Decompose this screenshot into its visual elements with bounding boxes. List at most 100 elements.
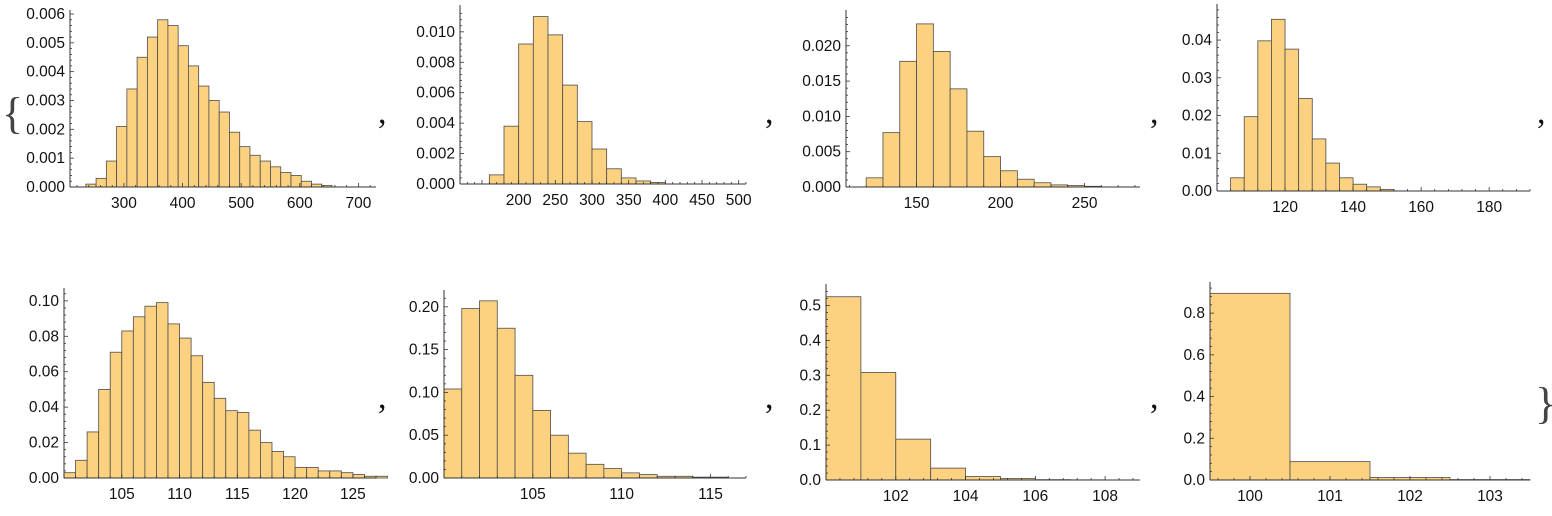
histogram-bar	[496, 327, 516, 479]
y-tick-label: 0.00	[1182, 183, 1213, 200]
y-tick-label: 0.2	[1183, 430, 1205, 447]
histogram-bar	[248, 429, 261, 479]
x-tick-label: 106	[1022, 488, 1048, 505]
histogram-bar	[1271, 18, 1286, 192]
x-tick-label: 200	[988, 195, 1014, 212]
histogram-bar	[1366, 186, 1381, 192]
x-tick-label: 600	[287, 195, 313, 212]
histogram-bar	[1257, 40, 1272, 192]
y-tick-label: 0.01	[1182, 145, 1212, 162]
histogram-panel-8: 0.0 0.2 0.4 0.6 0.8 100 101 102 103	[1183, 282, 1531, 505]
histogram-bar	[639, 474, 658, 479]
histogram-bar	[621, 472, 640, 479]
x-tick-label: 102	[883, 488, 909, 505]
histogram-bar	[930, 467, 966, 481]
y-tick-label: 0.005	[802, 144, 841, 161]
x-tick-label: 150	[904, 195, 930, 212]
histogram-bar	[75, 459, 88, 479]
x-tick-label: 115	[698, 486, 723, 503]
histogram-bar	[547, 34, 564, 185]
histogram-bar	[966, 130, 985, 188]
y-tick-label: 0.2	[799, 402, 821, 419]
x-tick-label: 200	[506, 192, 532, 209]
histogram-bar	[567, 452, 587, 479]
histogram-bar	[825, 296, 862, 481]
histogram-bar	[229, 131, 241, 188]
x-tick-label: 140	[1340, 199, 1366, 216]
histogram-bar	[146, 36, 159, 188]
x-tick-label: 120	[282, 486, 308, 503]
histogram-bar	[280, 172, 292, 188]
x-tick-label: 500	[726, 192, 752, 209]
histogram-bar	[270, 166, 282, 188]
histogram-bar	[208, 100, 220, 188]
histogram-bar	[317, 470, 331, 479]
y-tick-label: 0.00	[409, 470, 440, 487]
histogram-bar	[167, 25, 179, 188]
histogram-bar	[225, 410, 238, 479]
histogram-bar	[899, 60, 917, 188]
x-tick-label: 101	[1317, 488, 1343, 505]
y-tick-label: 0.3	[799, 367, 821, 384]
histogram-bar	[260, 442, 273, 479]
x-tick-label: 400	[170, 195, 196, 212]
histogram-bar	[98, 389, 111, 479]
histogram-bar	[249, 154, 261, 188]
histogram-bar	[1325, 162, 1340, 192]
histogram-bar	[514, 374, 534, 479]
histogram-bar	[157, 19, 169, 188]
histogram-bar	[198, 85, 210, 188]
y-tick-label: 0.000	[802, 179, 841, 196]
histogram-bar	[86, 431, 100, 479]
comma-separator-6: ,	[765, 379, 774, 416]
x-tick-label: 350	[616, 192, 642, 209]
histogram-bar	[218, 111, 230, 188]
y-tick-label: 0.003	[26, 93, 65, 110]
y-tick-label: 0.4	[799, 332, 821, 349]
open-brace: {	[2, 89, 23, 138]
y-tick-label: 0.006	[416, 85, 455, 102]
comma-separator-2: ,	[765, 94, 774, 131]
y-tick-label: 0.002	[416, 146, 455, 163]
histogram-bar	[126, 88, 138, 188]
x-tick-label: 104	[953, 488, 979, 505]
y-tick-label: 0.002	[26, 121, 65, 138]
histogram-bar	[518, 43, 534, 185]
histogram-bar	[121, 330, 134, 479]
histogram-bar	[1000, 170, 1018, 188]
x-tick-label: 105	[109, 486, 135, 503]
histogram-bar	[865, 177, 884, 188]
y-tick-label: 0.10	[29, 293, 60, 310]
histogram-bar	[882, 132, 901, 188]
y-tick-label: 0.1	[799, 437, 821, 454]
histogram-bar	[375, 475, 388, 479]
y-tick-label: 0.03	[1182, 70, 1212, 87]
x-tick-label: 250	[1072, 195, 1098, 212]
histogram-bar	[167, 323, 180, 479]
y-tick-label: 0.02	[29, 435, 59, 452]
x-tick-label: 108	[1092, 488, 1118, 505]
y-tick-label: 0.02	[1182, 108, 1212, 125]
histogram-bar	[190, 355, 204, 479]
y-tick-label: 0.010	[416, 24, 455, 41]
histogram-bar	[116, 126, 128, 188]
y-tick-label: 0.5	[799, 297, 821, 314]
x-tick-label: 125	[340, 486, 366, 503]
histogram-bar	[136, 56, 148, 188]
histogram-bar	[144, 305, 157, 479]
histogram-bar	[352, 474, 365, 479]
histogram-bar	[179, 337, 192, 479]
x-tick-label: 115	[225, 486, 250, 503]
histogram-bar	[156, 302, 169, 479]
histogram-bar	[1298, 98, 1313, 192]
histogram-bar	[949, 88, 968, 188]
histogram-bar	[1209, 292, 1291, 481]
y-tick-label: 0.0	[799, 472, 821, 489]
histogram-bar	[503, 125, 520, 185]
histogram-bar	[443, 388, 463, 479]
y-tick-label: 0.0	[1183, 472, 1205, 489]
y-tick-label: 0.000	[416, 176, 455, 193]
comma-separator-1: ,	[378, 94, 387, 131]
y-tick-label: 0.00	[29, 470, 60, 487]
histogram-bar	[1016, 178, 1035, 188]
